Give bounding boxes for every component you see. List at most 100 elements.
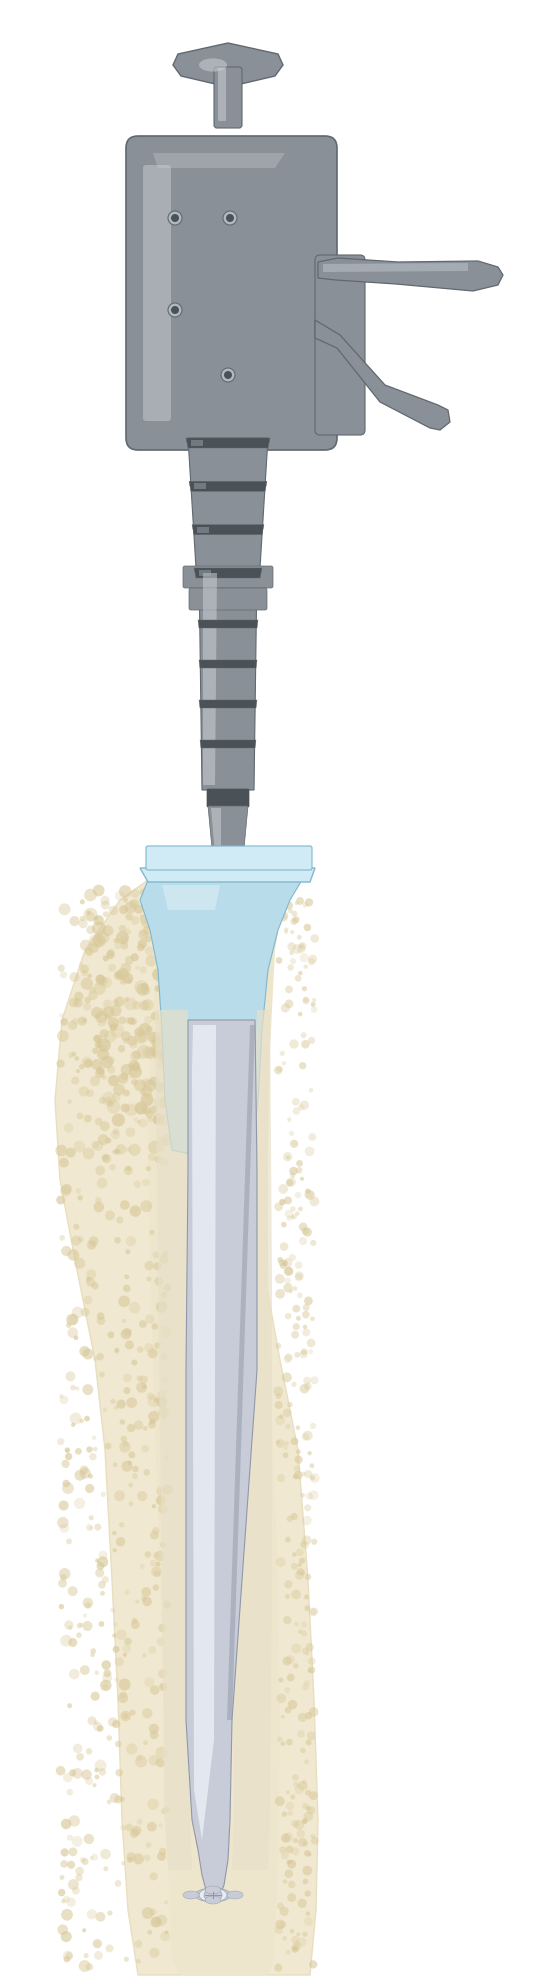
- Circle shape: [95, 1118, 103, 1126]
- Circle shape: [286, 1949, 291, 1955]
- Circle shape: [147, 1031, 159, 1043]
- Circle shape: [302, 1932, 307, 1937]
- Circle shape: [300, 1383, 309, 1393]
- Circle shape: [307, 1732, 316, 1740]
- Circle shape: [113, 1623, 117, 1627]
- Circle shape: [107, 1065, 115, 1075]
- Circle shape: [135, 1027, 144, 1037]
- Circle shape: [66, 1371, 76, 1381]
- Circle shape: [285, 1593, 290, 1599]
- Circle shape: [99, 1371, 105, 1377]
- Circle shape: [302, 1866, 312, 1876]
- Circle shape: [114, 1405, 118, 1409]
- Circle shape: [115, 1348, 120, 1354]
- Circle shape: [300, 1542, 306, 1548]
- Circle shape: [144, 1015, 152, 1023]
- Circle shape: [140, 966, 147, 974]
- Circle shape: [290, 1174, 295, 1178]
- Circle shape: [115, 1656, 124, 1666]
- Circle shape: [304, 964, 308, 970]
- Circle shape: [298, 972, 302, 976]
- Circle shape: [103, 1866, 108, 1872]
- Circle shape: [66, 1538, 72, 1544]
- Circle shape: [137, 1120, 141, 1124]
- Circle shape: [309, 1088, 313, 1092]
- Polygon shape: [211, 807, 221, 877]
- Circle shape: [73, 1223, 80, 1229]
- Circle shape: [286, 1215, 292, 1221]
- Circle shape: [291, 1215, 295, 1219]
- Circle shape: [93, 1356, 98, 1362]
- Circle shape: [85, 997, 91, 1003]
- FancyBboxPatch shape: [207, 790, 249, 807]
- Circle shape: [141, 1445, 149, 1453]
- Circle shape: [148, 1411, 160, 1423]
- Circle shape: [131, 916, 140, 924]
- Circle shape: [87, 974, 92, 978]
- Circle shape: [287, 1178, 296, 1187]
- Circle shape: [307, 1668, 312, 1672]
- Circle shape: [276, 1441, 280, 1445]
- Circle shape: [121, 1825, 126, 1831]
- Circle shape: [88, 991, 98, 999]
- Circle shape: [276, 1344, 281, 1348]
- Circle shape: [107, 1910, 112, 1916]
- Circle shape: [151, 1037, 162, 1049]
- Circle shape: [142, 1708, 152, 1718]
- Circle shape: [128, 1451, 135, 1459]
- Circle shape: [150, 1106, 157, 1114]
- Circle shape: [151, 1916, 161, 1928]
- Circle shape: [120, 936, 128, 944]
- Circle shape: [113, 1462, 118, 1466]
- Circle shape: [107, 950, 115, 956]
- Circle shape: [282, 1371, 292, 1381]
- Circle shape: [300, 1747, 306, 1753]
- Polygon shape: [323, 263, 468, 271]
- Circle shape: [84, 889, 97, 900]
- Circle shape: [96, 1166, 105, 1176]
- Circle shape: [137, 1819, 142, 1825]
- Circle shape: [274, 1963, 282, 1971]
- Circle shape: [302, 1649, 309, 1654]
- Circle shape: [299, 1237, 307, 1245]
- Circle shape: [291, 1213, 297, 1219]
- Circle shape: [100, 1045, 107, 1051]
- Circle shape: [152, 1528, 159, 1534]
- Circle shape: [284, 1356, 292, 1364]
- Circle shape: [63, 1955, 70, 1963]
- Circle shape: [56, 1765, 66, 1775]
- Circle shape: [91, 1059, 102, 1071]
- Circle shape: [147, 1799, 158, 1811]
- Circle shape: [115, 1880, 121, 1886]
- Circle shape: [290, 1930, 294, 1933]
- Circle shape: [68, 1878, 79, 1890]
- Circle shape: [292, 1947, 296, 1951]
- Circle shape: [123, 1714, 128, 1718]
- Circle shape: [115, 891, 125, 900]
- Circle shape: [304, 1811, 313, 1821]
- Circle shape: [137, 1045, 151, 1059]
- Circle shape: [133, 1118, 138, 1122]
- Circle shape: [277, 1902, 284, 1910]
- Circle shape: [304, 1850, 310, 1856]
- Circle shape: [135, 1755, 147, 1767]
- Circle shape: [130, 1073, 135, 1079]
- Circle shape: [165, 1807, 170, 1813]
- Circle shape: [118, 1045, 125, 1053]
- Circle shape: [61, 1183, 72, 1193]
- Circle shape: [97, 1067, 105, 1075]
- Circle shape: [108, 1075, 119, 1086]
- Circle shape: [137, 1375, 142, 1381]
- Polygon shape: [155, 1009, 192, 1870]
- Circle shape: [160, 1932, 170, 1941]
- Circle shape: [101, 900, 110, 910]
- Circle shape: [152, 1045, 166, 1059]
- Circle shape: [97, 932, 110, 944]
- Circle shape: [65, 1453, 72, 1461]
- Circle shape: [171, 307, 179, 315]
- Circle shape: [287, 1118, 291, 1122]
- Circle shape: [93, 1447, 98, 1451]
- Circle shape: [112, 1530, 117, 1536]
- Circle shape: [106, 1736, 112, 1742]
- Circle shape: [161, 906, 166, 912]
